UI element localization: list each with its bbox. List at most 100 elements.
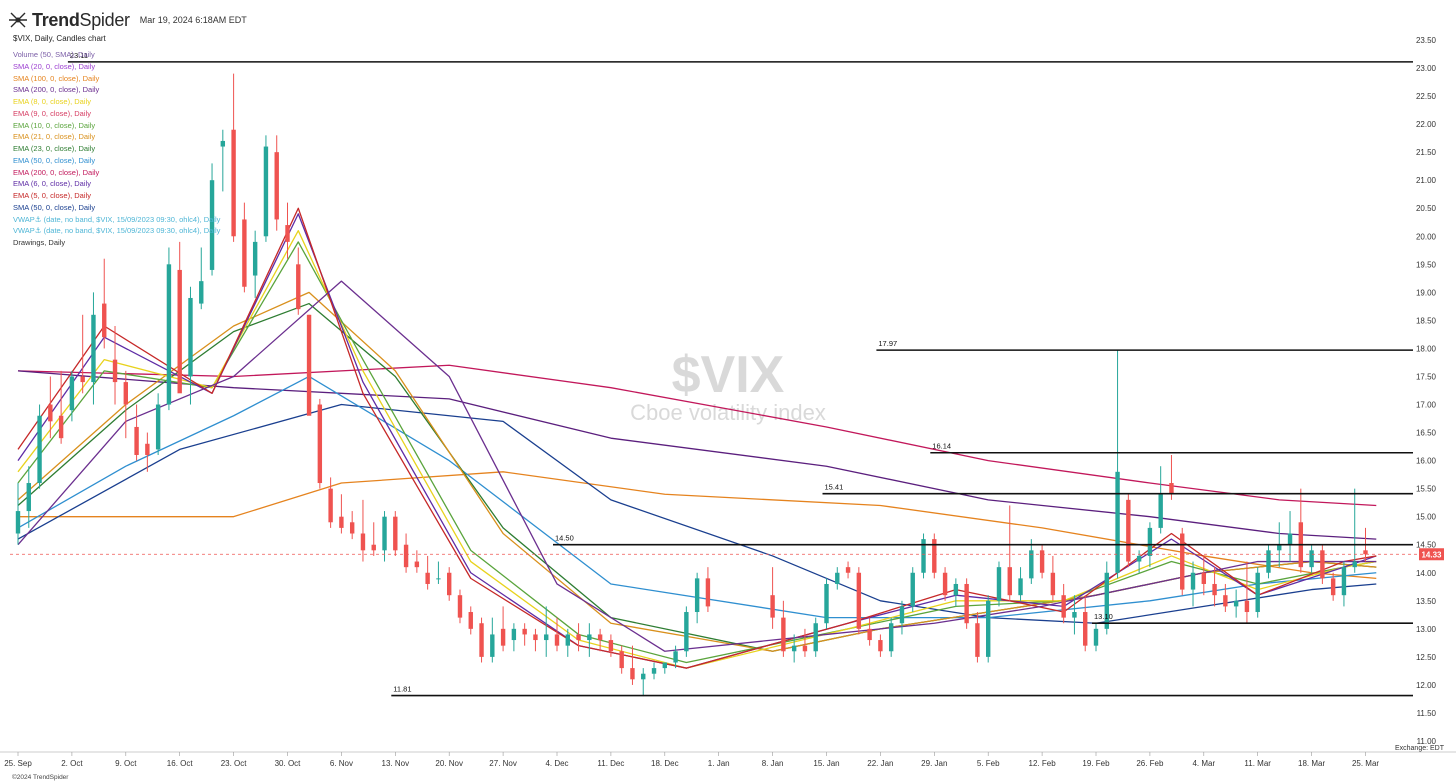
legend-item[interactable]: EMA (9, 0, close), Daily xyxy=(13,108,91,118)
brand-name[interactable]: TrendSpider xyxy=(32,10,130,31)
copyright-footer: ©2024 TrendSpider xyxy=(12,774,69,781)
candle-body xyxy=(37,415,42,484)
x-tick-label: 22. Jan xyxy=(867,759,893,768)
candle-body xyxy=(134,426,139,455)
candle xyxy=(242,202,247,293)
candle xyxy=(360,499,366,562)
candle-body xyxy=(80,376,85,383)
y-tick-label: 12.50 xyxy=(1416,653,1437,662)
legend-item[interactable]: Volume (50, SMA), Daily xyxy=(13,50,95,59)
candle xyxy=(1072,595,1077,635)
y-axis[interactable]: 23.50 23.00 22.50 22.00 21.50 21.00 20.50 20.00… xyxy=(1416,36,1437,746)
candle xyxy=(1180,527,1185,596)
candle xyxy=(1050,555,1056,601)
x-tick-label: 6. Nov xyxy=(330,759,353,768)
y-tick-label: 15.00 xyxy=(1416,513,1437,522)
candle-body xyxy=(436,578,441,580)
candle-body xyxy=(899,606,905,624)
legend-item[interactable]: EMA (23, 0, close), Daily xyxy=(13,144,96,153)
x-tick-label: 26. Feb xyxy=(1136,759,1164,768)
ma-line xyxy=(17,375,1377,619)
candle-body xyxy=(1180,533,1185,590)
candle-body xyxy=(457,595,463,618)
candle xyxy=(274,135,279,231)
candle-body xyxy=(910,572,915,607)
x-tick-label: 18. Dec xyxy=(651,759,679,768)
chart-title: $VIX, Daily, Candles chart xyxy=(13,34,106,43)
legend-item[interactable]: SMA (100, 0, close), Daily xyxy=(13,73,100,83)
candle-body xyxy=(1352,561,1357,568)
ma-line xyxy=(17,207,1377,669)
candle xyxy=(102,258,107,349)
candle-body xyxy=(781,617,786,652)
candle-body xyxy=(209,180,215,270)
candle xyxy=(393,511,398,556)
candle-body xyxy=(1233,600,1239,607)
candle-body xyxy=(102,303,107,338)
candle-body xyxy=(522,628,527,635)
candle-body xyxy=(306,314,312,416)
legend-item[interactable]: EMA (5, 0, close), Daily xyxy=(13,191,91,200)
candle-body xyxy=(565,634,570,646)
x-tick-label: 8. Jan xyxy=(762,759,784,768)
candle xyxy=(285,202,290,259)
legend-item[interactable]: SMA (50, 0, close), Daily xyxy=(13,202,96,212)
y-tick-label: 11.50 xyxy=(1417,709,1437,718)
candle xyxy=(1201,555,1206,596)
legend-item[interactable]: SMA (20, 0, close), Daily xyxy=(13,61,96,71)
candle xyxy=(770,567,775,629)
level-label: 13.10 xyxy=(1094,612,1113,621)
legend-item[interactable]: EMA (200, 0, close), Daily xyxy=(13,167,100,177)
candle-body xyxy=(630,668,635,680)
legend-item[interactable]: Drawings, Daily xyxy=(13,238,66,247)
level-label: 11.81 xyxy=(393,685,411,694)
candle xyxy=(1007,505,1012,601)
candle-body xyxy=(651,668,657,674)
candle xyxy=(996,561,1002,607)
x-axis[interactable]: 25. Sep 2. Oct 9. Oct 16. Oct 23. Oct 30. Oct… xyxy=(0,751,1456,768)
legend-item[interactable]: EMA (10, 0, close), Daily xyxy=(13,120,96,130)
candle xyxy=(414,550,420,573)
legend-item[interactable]: EMA (8, 0, close), Daily xyxy=(13,97,91,106)
candle xyxy=(1104,561,1109,635)
candle-body xyxy=(608,640,614,652)
candle xyxy=(58,370,64,444)
spider-logo-icon xyxy=(9,12,27,28)
legend-item[interactable]: EMA (6, 0, close), Daily xyxy=(13,179,91,189)
candle xyxy=(619,645,624,674)
candle-body xyxy=(1309,550,1314,568)
candle-body xyxy=(1007,567,1012,596)
candle-body xyxy=(802,645,808,652)
candle xyxy=(791,634,797,663)
candle xyxy=(1029,539,1034,584)
legend-item[interactable]: EMA (21, 0, close), Daily xyxy=(13,132,96,142)
candle xyxy=(1223,583,1228,613)
candle-body xyxy=(360,533,366,551)
moving-average-lines xyxy=(17,207,1377,669)
horizontal-levels[interactable]: 23.11 17.97 16.14 15.41 14.50 13.10 11.81 xyxy=(67,51,1413,697)
candle xyxy=(371,522,376,556)
candle xyxy=(188,286,193,405)
candle-body xyxy=(252,241,258,276)
candle xyxy=(425,555,430,590)
candle xyxy=(781,600,786,657)
candle xyxy=(533,628,538,652)
candle xyxy=(544,606,549,657)
x-tick-label: 4. Dec xyxy=(545,759,568,768)
candle-body xyxy=(1277,544,1282,551)
candle xyxy=(457,589,463,624)
candle-body xyxy=(813,623,818,652)
x-tick-label: 15. Jan xyxy=(813,759,839,768)
candle xyxy=(932,533,937,579)
candle-body xyxy=(964,583,969,624)
legend-item[interactable]: VWAP⚓ (date, no band, $VIX, 15/09/2023 0… xyxy=(13,226,221,236)
candle-body xyxy=(188,297,193,377)
legend-item[interactable]: SMA (200, 0, close), Daily xyxy=(13,85,100,95)
candle-body xyxy=(403,544,409,568)
candle-body xyxy=(48,404,53,422)
candle xyxy=(684,606,689,657)
indicator-legend[interactable]: Volume (50, SMA), Daily SMA (20, 0, close… xyxy=(13,49,220,249)
legend-item[interactable]: EMA (50, 0, close), Daily xyxy=(13,155,96,165)
legend-item[interactable]: VWAP⚓ (date, no band, $VIX, 15/09/2023 0… xyxy=(13,214,221,224)
